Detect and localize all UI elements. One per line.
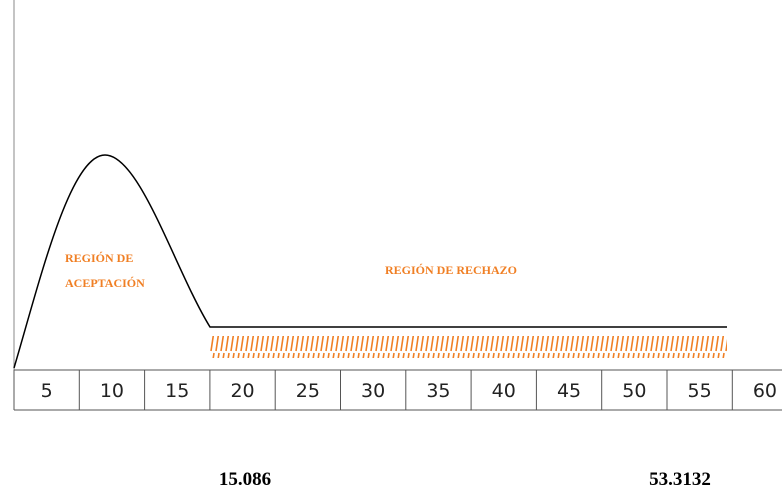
critical-value: 15.086 (219, 469, 271, 490)
axis-cell-label: 50 (622, 380, 646, 402)
axis-cell-label: 35 (426, 380, 450, 402)
axis-cell-label: 15 (165, 380, 189, 402)
acceptance-label: REGIÓN DE (65, 251, 133, 265)
acceptance-label: ACEPTACIÓN (65, 276, 145, 290)
axis-cell-label: 40 (492, 380, 516, 402)
axis-cell-label: 20 (230, 380, 254, 402)
distribution-curve (13, 154, 727, 369)
axis-cell-label: 60 (753, 380, 777, 402)
axis-cell-label: 5 (41, 380, 53, 402)
axis-cell-label: 55 (688, 380, 712, 402)
rejection-hatch (210, 336, 727, 358)
critical-value: 53.3132 (649, 469, 711, 490)
axis-cell-label: 10 (100, 380, 124, 402)
axis-cell-label: 25 (296, 380, 320, 402)
axis-cell-label: 45 (557, 380, 581, 402)
axis-cell-label: 30 (361, 380, 385, 402)
rejection-label: REGIÓN DE RECHAZO (385, 263, 517, 277)
